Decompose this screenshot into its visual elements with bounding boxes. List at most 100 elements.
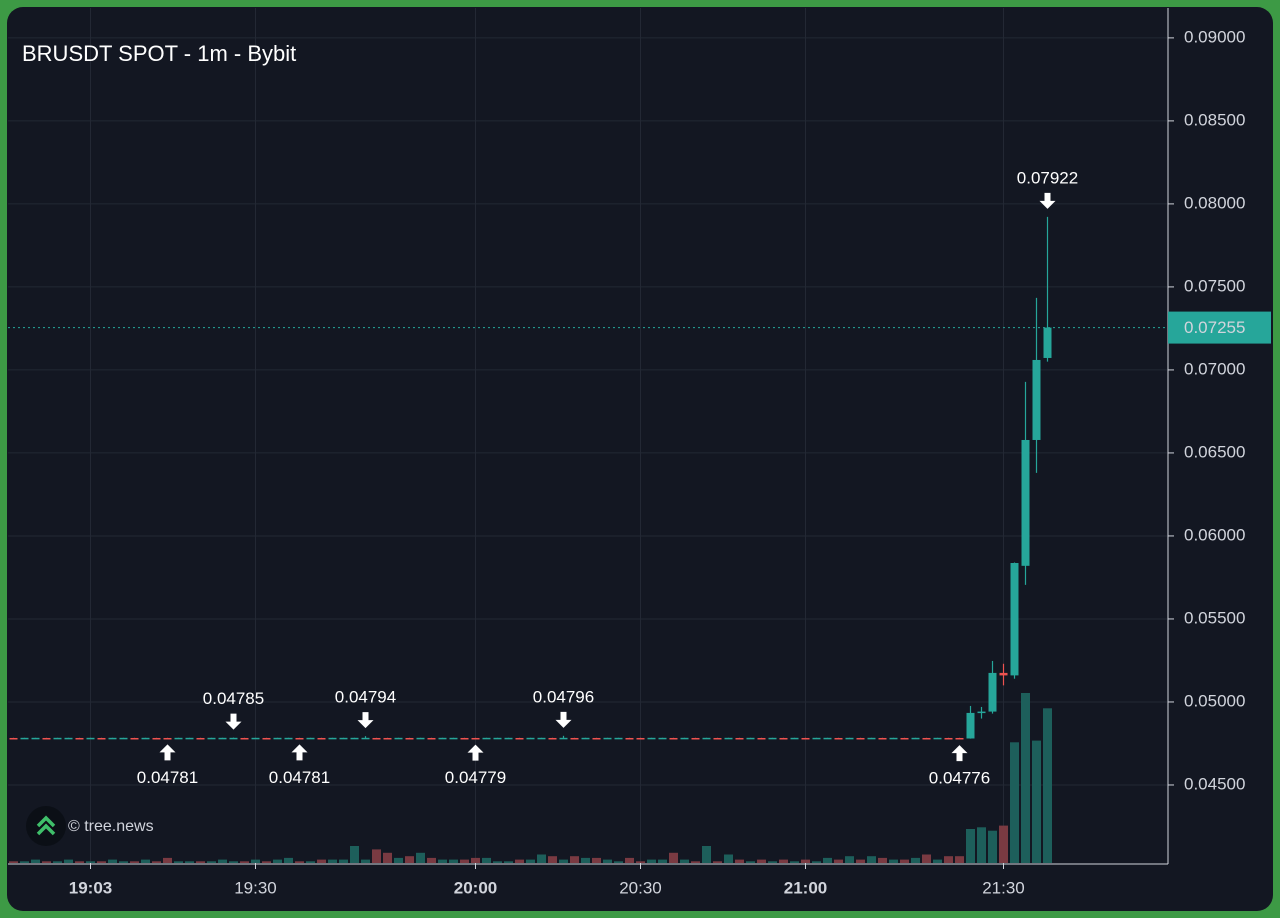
volume-bar [86,861,95,863]
candle-body [680,737,689,740]
candle-body [31,737,40,740]
x-tick-label: 21:30 [982,878,1025,897]
candle-body [713,737,722,740]
grid [8,8,1168,863]
volume-bar [889,859,898,863]
volume-bar [581,857,590,863]
volume-bar [119,861,128,863]
candle-body [339,737,348,740]
volume-bar [900,859,909,863]
volume-bar [746,861,755,863]
volume-bar [911,857,920,863]
volume-bar [636,861,645,863]
volume-bar [317,859,326,863]
volume-bar [218,859,227,863]
volume-bar [691,861,700,863]
volume-bar [383,852,392,863]
volume-bar [702,846,711,863]
volume-bar [933,859,942,863]
volume-bar [856,859,865,863]
candle-body [152,737,161,740]
high-arrow [555,711,572,728]
volume-bar [537,854,546,863]
x-tick-label: 20:30 [619,878,662,897]
volume-bar [603,859,612,863]
volume-bar [405,856,414,863]
volume-bar [966,829,975,863]
candle-body [592,737,601,740]
volume-bar [515,859,524,863]
y-tick-label: 0.09000 [1184,27,1245,46]
annotation-layer: 0.04781 0.04785 0.04781 0.04794 0.04779 0.047… [137,168,1078,787]
candle-body [9,737,18,740]
y-tick-label: 0.06000 [1184,525,1245,544]
volume-bar [724,854,733,863]
volume-bar [1032,740,1041,863]
candle-body [471,737,480,740]
low-arrow [291,744,308,761]
candle-body [900,737,909,740]
volume-bar [306,861,315,863]
volume-bar [9,861,18,863]
low-arrow [467,744,484,761]
candle-body [691,737,700,740]
volume-bar [251,859,260,863]
volume-bar [790,861,799,863]
candle-body [735,737,744,740]
candle-body [1010,563,1019,676]
y-tick-label: 0.05500 [1184,608,1245,627]
candle-body [229,737,238,740]
candle-layer [9,216,1052,740]
candle-body [977,711,986,714]
candle-body [570,737,579,740]
volume-bar [834,859,843,863]
candle-body [757,737,766,740]
candle-body [636,737,645,740]
candle-body [361,737,370,740]
volume-bar [97,861,106,863]
candle-body [306,737,315,740]
volume-bar [845,856,854,863]
high-arrow [1039,192,1056,209]
volume-bar [185,861,194,863]
volume-bar [460,859,469,863]
candle-body [944,737,953,740]
candle-body [130,737,139,740]
candle-body [262,737,271,740]
candle-body [141,737,150,740]
candle-body [20,737,29,740]
candle-body [889,737,898,740]
high-arrow [357,712,374,729]
x-tick-label: 19:30 [234,878,277,897]
candle-body [911,737,920,740]
candle-body [856,737,865,740]
volume-bar [504,861,513,863]
low-label: 0.04781 [137,768,198,787]
axes: 0.04500 0.05000 0.05500 0.06000 0.06500 0.070… [8,27,1271,897]
candle-body [196,737,205,740]
volume-layer [9,693,1052,863]
candle-body [405,737,414,740]
x-tick-label: 21:00 [784,878,827,897]
logo-chevrons [36,815,56,836]
candle-body [416,737,425,740]
candle-body [878,737,887,740]
volume-bar [823,857,832,863]
volume-bar [801,859,810,863]
candle-body [779,737,788,740]
volume-bar [108,859,117,863]
high-label: 0.07922 [1017,168,1078,187]
candle-body [427,737,436,740]
volume-bar [680,859,689,863]
candle-body [746,737,755,740]
candle-body [922,737,931,740]
candle-body [823,737,832,740]
candle-body [163,737,172,740]
candle-body [394,737,403,740]
volume-bar [1043,708,1052,863]
volume-bar [350,846,359,863]
low-label: 0.04776 [929,769,990,788]
candle-body [482,737,491,740]
candle-body [108,737,117,740]
candle-body [801,737,810,740]
